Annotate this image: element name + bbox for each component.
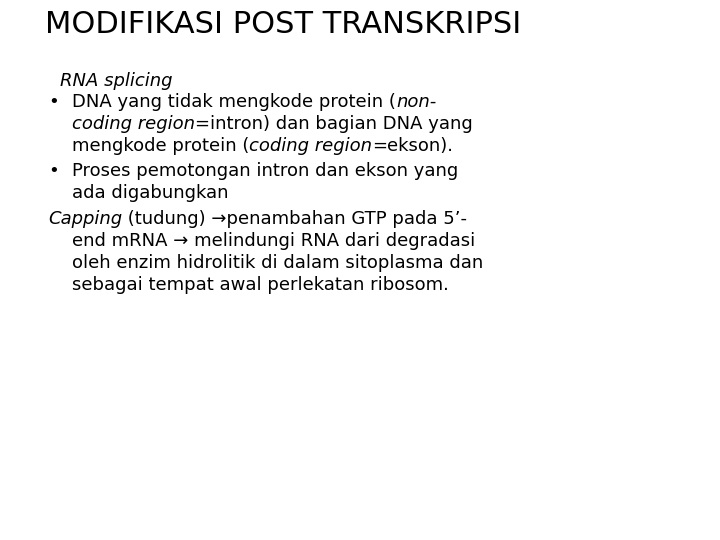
Text: coding region: coding region — [72, 115, 195, 133]
Text: •: • — [48, 162, 59, 180]
Text: sebagai tempat awal perlekatan ribosom.: sebagai tempat awal perlekatan ribosom. — [72, 276, 449, 294]
Text: RNA splicing: RNA splicing — [60, 72, 173, 90]
Text: Capping: Capping — [48, 210, 122, 228]
Text: DNA yang tidak mengkode protein (: DNA yang tidak mengkode protein ( — [72, 93, 396, 111]
Text: (tudung) →penambahan GTP pada 5’-: (tudung) →penambahan GTP pada 5’- — [122, 210, 467, 228]
Text: ada digabungkan: ada digabungkan — [72, 184, 228, 202]
Text: non-: non- — [396, 93, 436, 111]
Text: =intron) dan bagian DNA yang: =intron) dan bagian DNA yang — [195, 115, 473, 133]
Text: oleh enzim hidrolitik di dalam sitoplasma dan: oleh enzim hidrolitik di dalam sitoplasm… — [72, 254, 483, 272]
Text: =ekson).: =ekson). — [372, 137, 454, 155]
Text: Proses pemotongan intron dan ekson yang: Proses pemotongan intron dan ekson yang — [72, 162, 458, 180]
Text: coding region: coding region — [249, 137, 372, 155]
Text: end mRNA → melindungi RNA dari degradasi: end mRNA → melindungi RNA dari degradasi — [72, 232, 475, 250]
Text: MODIFIKASI POST TRANSKRIPSI: MODIFIKASI POST TRANSKRIPSI — [45, 10, 521, 39]
Text: •: • — [48, 93, 59, 111]
Text: mengkode protein (: mengkode protein ( — [72, 137, 249, 155]
